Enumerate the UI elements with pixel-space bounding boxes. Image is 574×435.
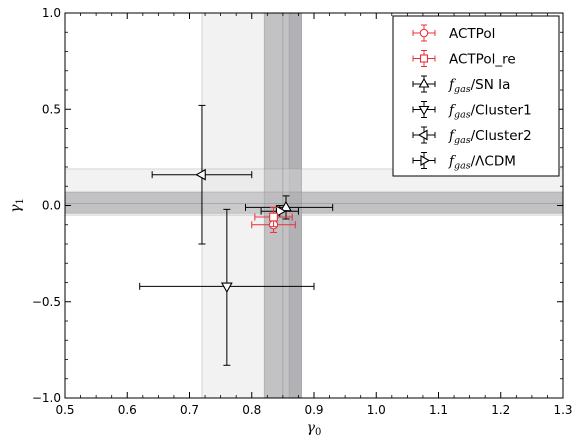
legend-prefix: f	[448, 128, 456, 144]
legend-subscript: gas	[454, 110, 471, 121]
point-cluster1	[220, 282, 233, 293]
legend-marker-λcdm	[420, 155, 431, 166]
legend-subscript: gas	[454, 135, 471, 146]
legend-label-actpol: ACTPol	[449, 26, 495, 42]
legend-marker-sn-ia	[418, 77, 430, 88]
legend-name: /ΛCDM	[471, 154, 516, 170]
axis-ticks: 0.5 0.6 0.7 0.8 0.9 1.0 1.1 1.2 1.3 −1.0 −0.5 0.0 0.…	[32, 6, 573, 417]
legend-prefix: f	[448, 154, 456, 170]
x-tick-label: 0.8	[242, 403, 261, 417]
y-tick-label: −0.5	[32, 295, 61, 309]
legend-marker-cluster1	[418, 105, 430, 116]
axis-label-subscript: 0	[315, 427, 321, 435]
legend-marker-cluster2	[417, 129, 428, 141]
x-tick-label: 1.1	[429, 403, 448, 417]
y-tick-label: 1.0	[42, 6, 61, 20]
legend-subscript: gas	[454, 161, 471, 172]
x-axis-label: γ0	[307, 420, 322, 435]
legend-label-cluster1: fgas/Cluster1	[448, 103, 532, 121]
x-tick-label: 0.6	[118, 403, 137, 417]
x-tick-label: 1.0	[367, 403, 386, 417]
legend-label-cluster2: fgas/Cluster2	[448, 128, 532, 146]
data-points	[139, 104, 334, 366]
point-λcdm	[275, 205, 287, 218]
legend-marker-actpol-re	[419, 54, 429, 63]
x-tick-label: 0.7	[180, 403, 199, 417]
legend-prefix: f	[448, 77, 456, 93]
axis-label-base: γ	[8, 204, 24, 213]
legend-name: /Cluster1	[471, 103, 532, 119]
axis-label-subscript: 1	[15, 198, 26, 204]
x-tick-label: 0.9	[304, 403, 323, 417]
legend-label-sn-ia: fgas/SN Ia	[448, 77, 510, 95]
point-actpol-re	[269, 212, 278, 222]
legend-name: /SN Ia	[471, 77, 511, 93]
legend-label-λcdm: fgas/ΛCDM	[448, 154, 516, 172]
point-cluster2	[195, 168, 206, 181]
legend-label-actpol-re: ACTPol_re	[449, 52, 516, 68]
legend-subscript: gas	[454, 84, 471, 95]
y-tick-label: −1.0	[32, 391, 61, 405]
band-y-5	[64, 191, 564, 214]
x-tick-label: 0.5	[55, 403, 74, 417]
x-tick-label: 1.2	[491, 403, 510, 417]
point-sn-ia	[280, 200, 292, 212]
axis-label-base: γ	[307, 420, 316, 435]
x-tick-label: 1.3	[553, 403, 572, 417]
y-tick-label: 0.0	[42, 199, 61, 213]
legend-marker-actpol	[419, 28, 429, 38]
y-tick-label: 0.5	[42, 102, 61, 116]
legend-box	[392, 15, 560, 177]
legend-prefix: f	[448, 103, 456, 119]
y-axis-label: γ1	[8, 198, 26, 213]
legend-name: /Cluster2	[471, 128, 532, 144]
